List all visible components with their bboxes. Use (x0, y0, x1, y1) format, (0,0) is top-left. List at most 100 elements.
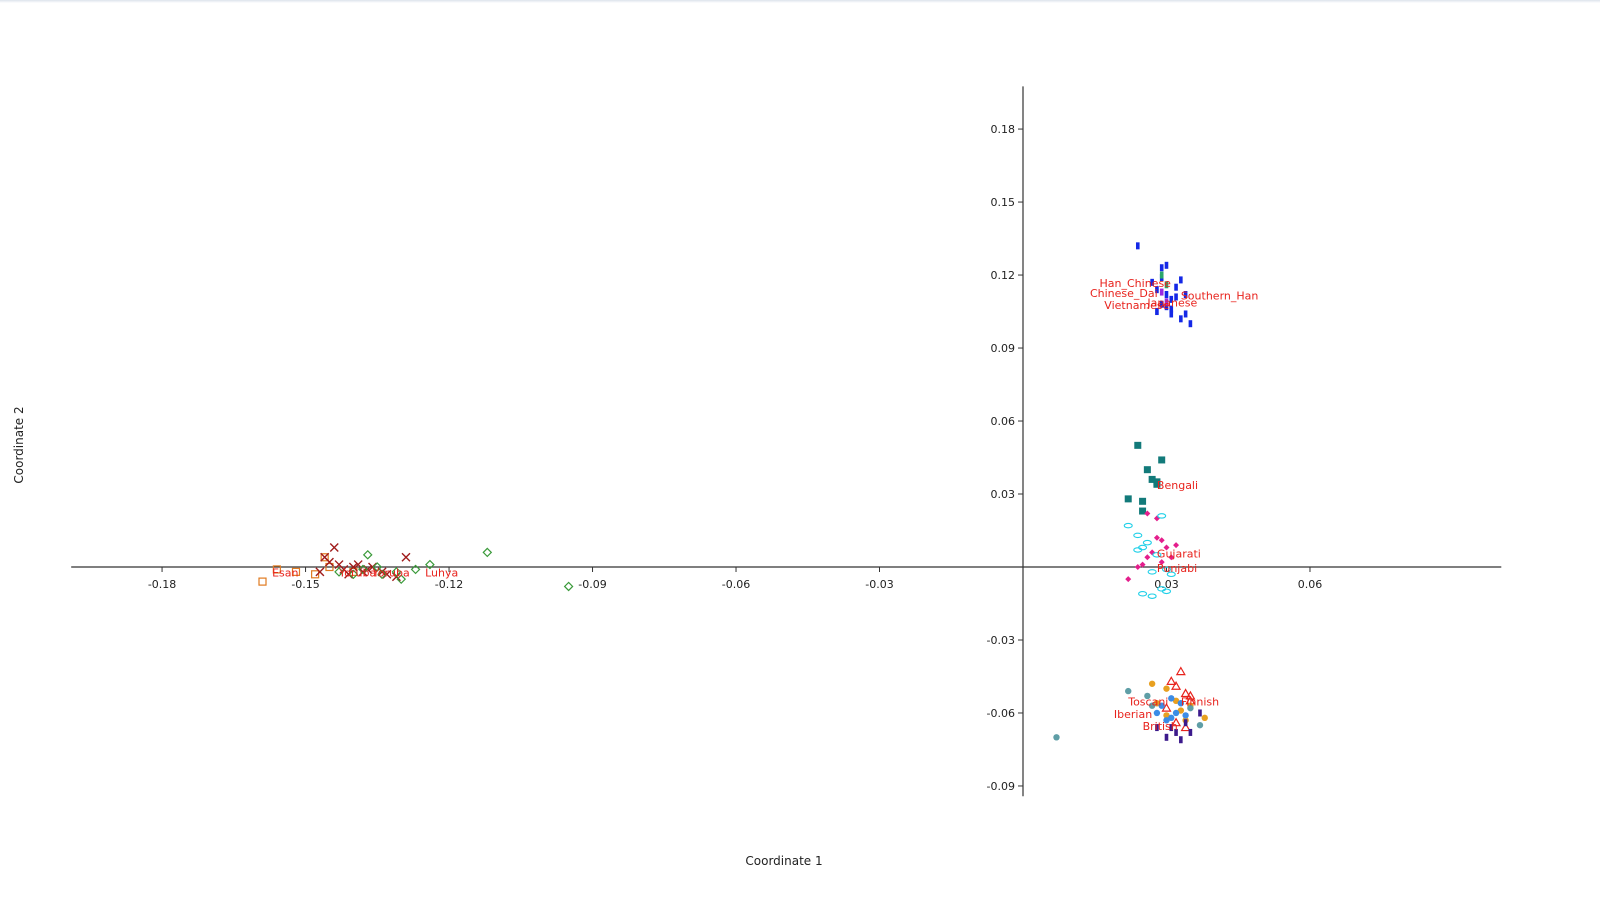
data-point (1153, 515, 1160, 522)
data-point (1139, 507, 1147, 515)
data-point (1188, 728, 1193, 736)
data-point (1164, 291, 1169, 299)
data-point (272, 565, 281, 574)
data-point (1159, 271, 1164, 279)
data-point (1158, 537, 1165, 544)
data-point (396, 574, 407, 585)
data-point (1196, 721, 1204, 729)
x-tick-label: -0.12 (435, 578, 463, 591)
y-tick-label: -0.09 (987, 780, 1015, 793)
data-point (410, 564, 421, 575)
data-point (1164, 261, 1169, 269)
data-point (348, 569, 359, 580)
population-label: Luhya (425, 567, 458, 580)
data-point (1164, 298, 1169, 306)
data-point (1161, 588, 1172, 595)
y-tick-label: 0.06 (991, 415, 1016, 428)
data-point (1163, 685, 1170, 692)
data-point (563, 581, 574, 592)
data-point (311, 570, 320, 579)
data-point (1125, 687, 1132, 695)
population-label: British (1143, 720, 1178, 733)
data-point (1053, 734, 1060, 741)
data-point (1172, 697, 1180, 705)
population-label: Bengali (1157, 479, 1198, 492)
population-label: Iberian (1114, 708, 1152, 721)
data-point (1153, 534, 1160, 541)
data-point (1155, 286, 1159, 294)
population-label: Esan (272, 567, 298, 580)
x-tick-label: 0.03 (1154, 578, 1179, 591)
y-axis-title: Coordinate 2 (12, 406, 26, 483)
data-point (1164, 303, 1169, 311)
data-point (1135, 242, 1140, 250)
data-point (258, 577, 267, 586)
population-label: Vietnamese (1104, 299, 1169, 312)
data-point (1201, 714, 1208, 722)
data-point (1139, 561, 1146, 568)
y-tick-label: 0.09 (991, 342, 1016, 355)
data-point (320, 553, 329, 562)
y-tick-label: -0.06 (987, 707, 1015, 720)
population-label: Toscani (1127, 696, 1168, 709)
data-point (1169, 310, 1174, 318)
data-point (1138, 591, 1148, 597)
data-point (1175, 666, 1186, 676)
data-point (1124, 495, 1132, 503)
data-point (358, 567, 368, 577)
x-tick-label: 0.06 (1298, 578, 1323, 591)
data-point (325, 562, 334, 572)
data-point (1155, 308, 1159, 316)
axes: -0.18 -0.15 -0.12 -0.09 -0.06 -0.03 0.03 0.06 0.… (71, 86, 1502, 797)
population-label: Han_Chinese (1100, 277, 1172, 290)
data-point (1187, 704, 1194, 712)
data-point (1147, 593, 1157, 599)
data-point (1179, 315, 1183, 323)
x-tick-label: -0.06 (722, 578, 750, 591)
data-point (1177, 700, 1185, 707)
data-point (1159, 264, 1164, 272)
data-point (1171, 681, 1182, 690)
data-point (1168, 695, 1175, 702)
data-point (324, 557, 334, 567)
data-point (1148, 680, 1156, 687)
data-point (1171, 717, 1182, 727)
data-point (1144, 510, 1151, 517)
y-tick-label: -0.03 (987, 634, 1015, 647)
data-point (1148, 475, 1156, 483)
data-point (1150, 278, 1154, 286)
data-point (1125, 576, 1132, 583)
data-point (1163, 717, 1170, 724)
data-point (1159, 288, 1164, 296)
y-tick-label: 0.03 (991, 488, 1016, 501)
data-point (348, 562, 358, 572)
data-point (1134, 564, 1141, 570)
data-point (1169, 305, 1174, 313)
data-point (1155, 724, 1159, 732)
data-point (425, 559, 435, 570)
data-point (1182, 712, 1189, 719)
data-point (1166, 676, 1177, 685)
data-point (1163, 544, 1170, 551)
data-point (1183, 310, 1188, 318)
population-label: Japanese (1146, 297, 1197, 310)
data-point (362, 549, 373, 560)
data-point (1166, 571, 1176, 578)
y-tick-label: 0.18 (991, 123, 1016, 136)
data-point (1185, 690, 1196, 700)
data-point (1183, 719, 1188, 727)
data-point (1169, 724, 1174, 732)
population-label: Southern_Han (1181, 289, 1259, 302)
data-point (1158, 456, 1166, 464)
data-point (1158, 702, 1165, 709)
data-point (1134, 441, 1142, 449)
data-point (1174, 283, 1178, 291)
data-point (1188, 320, 1193, 328)
data-point (1159, 300, 1164, 308)
data-point (1161, 566, 1172, 573)
data-point (358, 564, 368, 575)
population-label: Punjabi (1157, 562, 1197, 575)
data-point (1180, 722, 1191, 732)
data-point (1172, 709, 1180, 717)
